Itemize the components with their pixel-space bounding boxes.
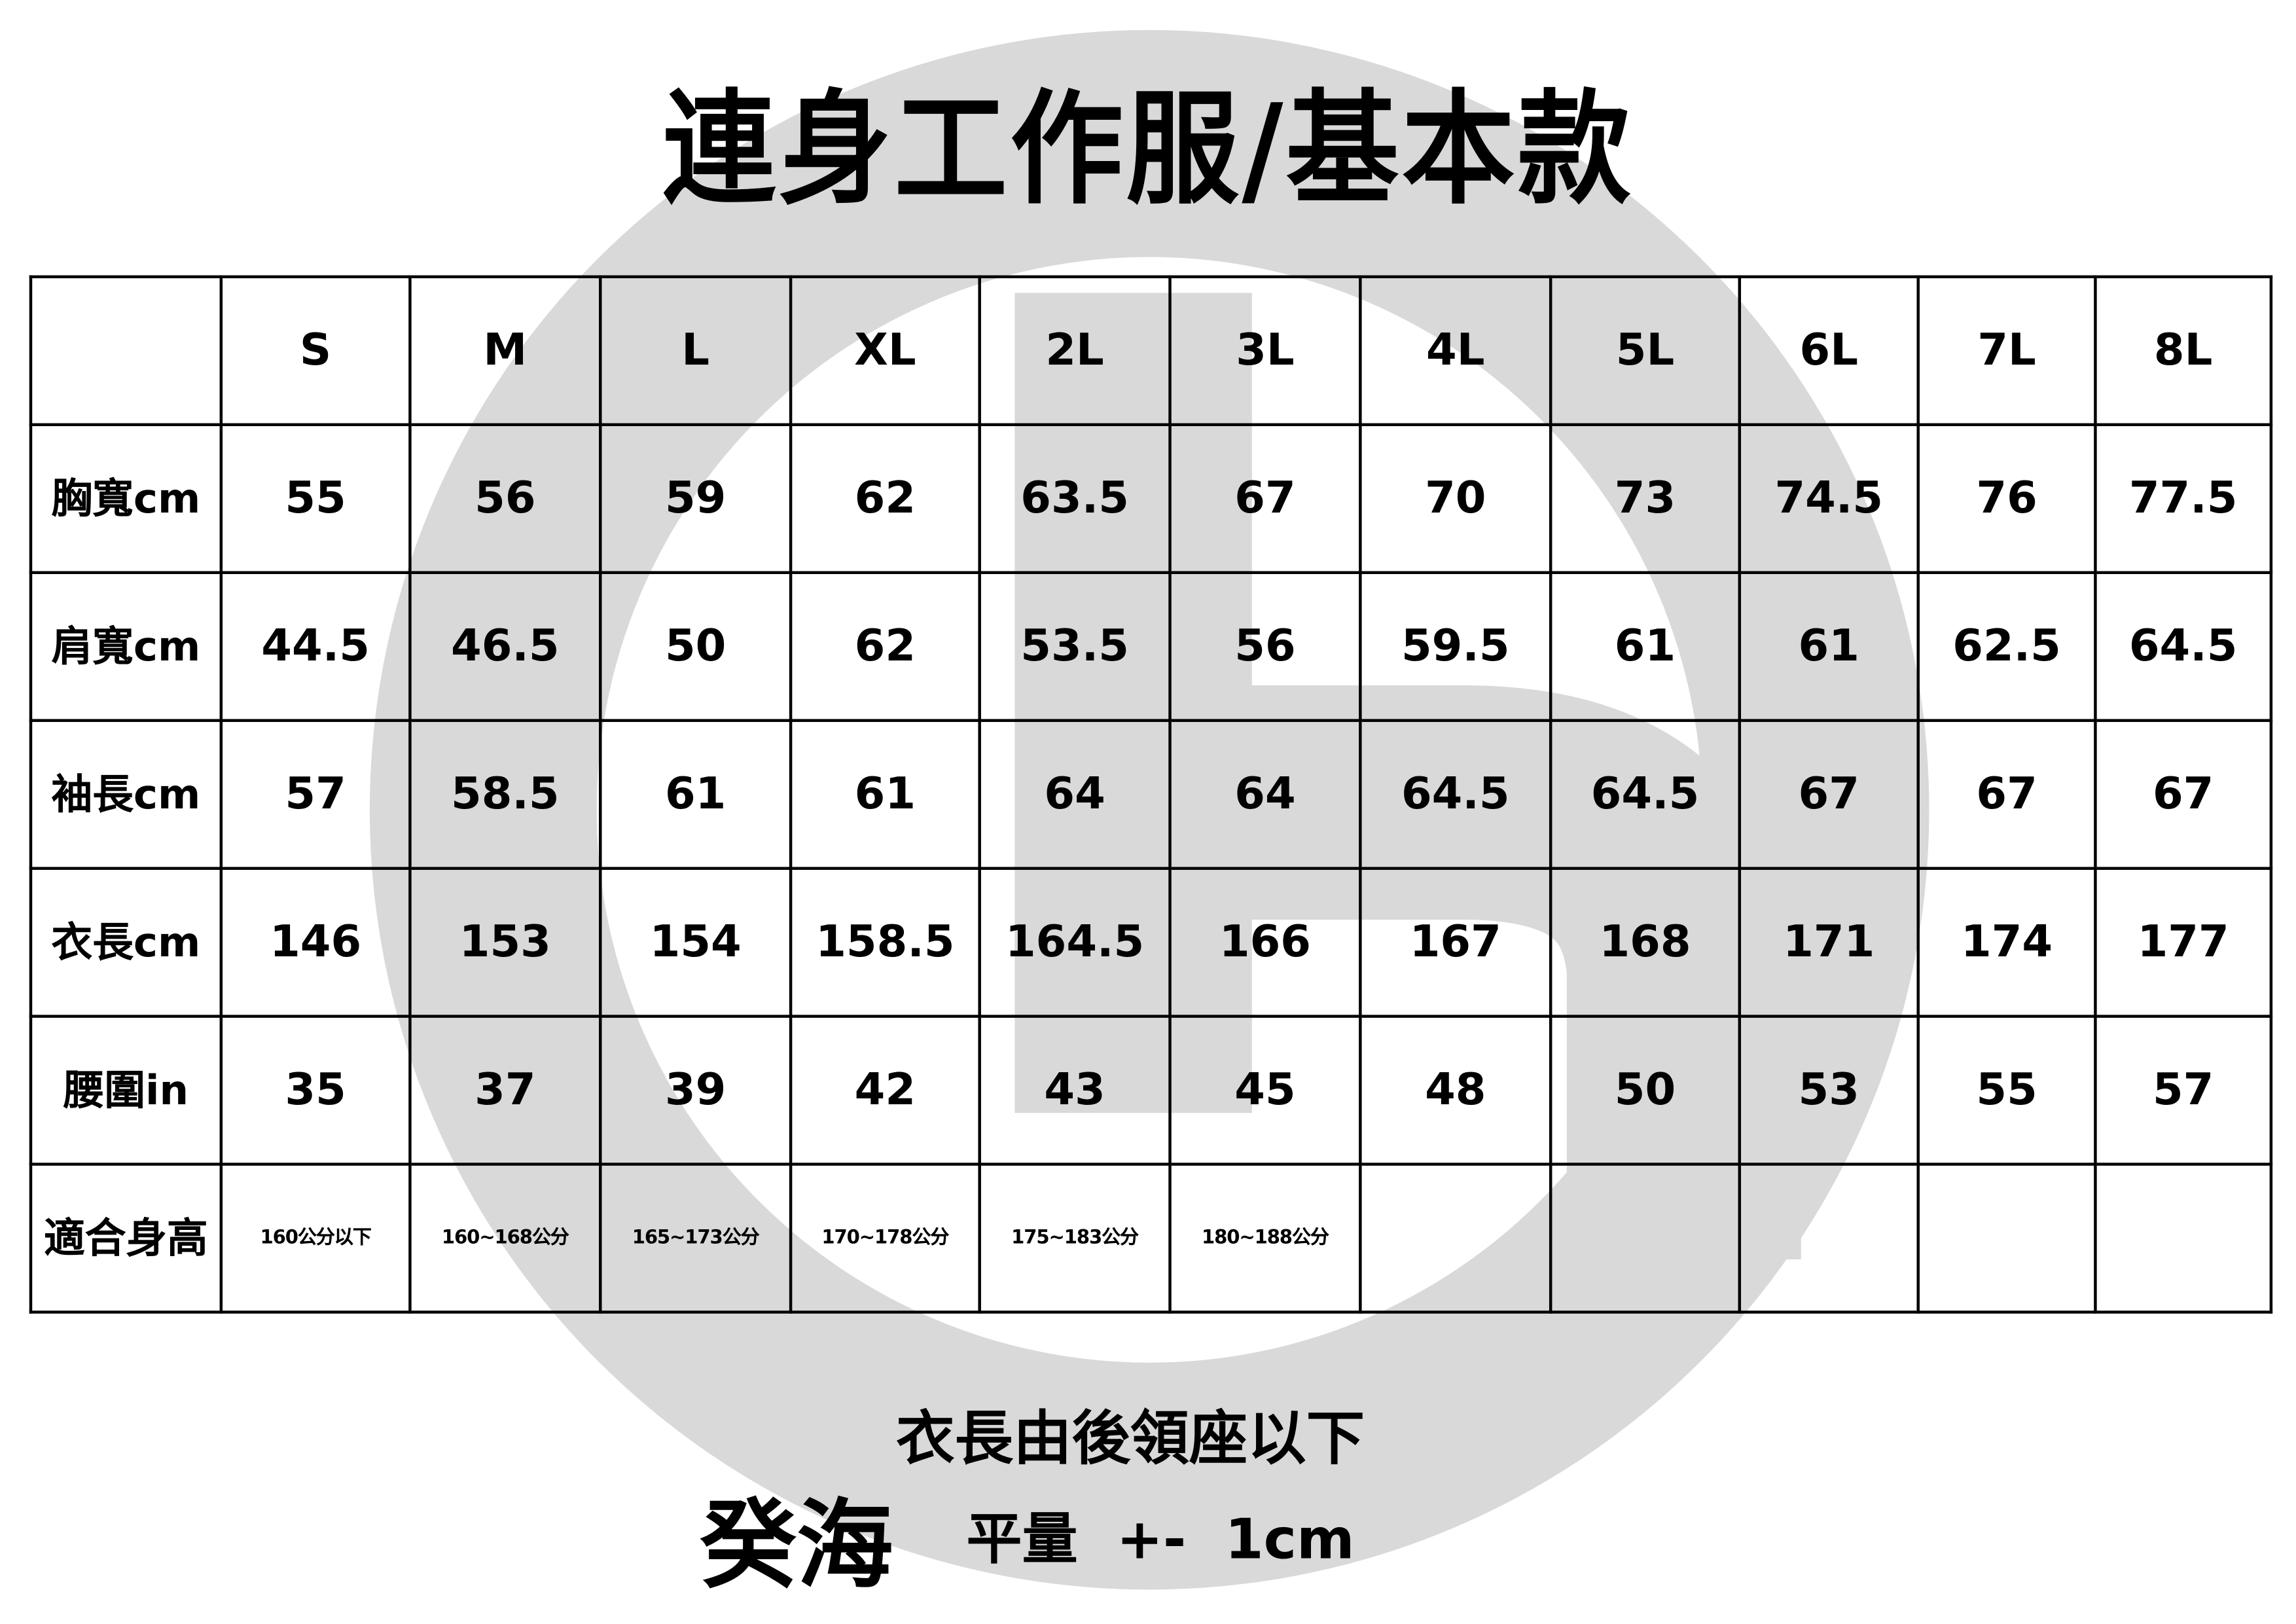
value-cell: 73 [1549,423,1742,574]
row-label-cell: 腰圍in [29,1015,223,1166]
header-row: S M L XL 2L 3L 4L 5L 6L 7L 8L [29,275,2273,427]
value-cell [1359,1163,1552,1314]
value-cell: 61 [789,719,981,870]
value-cell: 177 [2094,867,2273,1018]
length-note: 衣長由後領座以下 [896,1405,1365,1473]
value-cell: 164.5 [978,867,1172,1018]
value-cell: 64 [1168,719,1362,870]
value-cell: 57 [219,719,412,870]
value-cell: 67 [2094,719,2273,870]
size-header-cell: 7L [1916,275,2097,427]
value-cell: 67 [1168,423,1362,574]
value-cell: 171 [1738,867,1920,1018]
value-cell: 50 [1549,1015,1742,1166]
value-cell: 64.5 [1549,719,1742,870]
value-cell: 42 [789,1015,981,1166]
value-cell: 153 [408,867,602,1018]
value-cell: 64.5 [1359,719,1552,870]
value-cell: 74.5 [1738,423,1920,574]
size-header-cell: 5L [1549,275,1742,427]
value-cell: 53 [1738,1015,1920,1166]
size-header-cell: L [599,275,793,427]
value-cell: 45 [1168,1015,1362,1166]
value-cell: 35 [219,1015,412,1166]
value-cell: 37 [408,1015,602,1166]
value-cell: 64 [978,719,1172,870]
value-cell: 67 [1916,719,2097,870]
value-cell: 67 [1738,719,1920,870]
size-table: S M L XL 2L 3L 4L 5L 6L 7L 8L 胸寬cm 55 56 59 62 63.5 67 70 7… [29,275,2273,1314]
value-cell: 158.5 [789,867,981,1018]
value-cell [1916,1163,2097,1314]
value-cell: 77.5 [2094,423,2273,574]
value-cell: 146 [219,867,412,1018]
row-label-cell: 胸寬cm [29,423,223,574]
value-cell: 62 [789,423,981,574]
page-title: 連身工作服/基本款 [662,77,1634,221]
value-cell [1549,1163,1742,1314]
brand-name: 癸海 [700,1489,893,1602]
value-cell: 58.5 [408,719,602,870]
value-cell: 76 [1916,423,2097,574]
value-cell: 43 [978,1015,1172,1166]
value-cell: 53.5 [978,571,1172,722]
value-cell: 50 [599,571,793,722]
value-cell: 174 [1916,867,2097,1018]
value-cell: 170~178公分 [789,1163,981,1314]
value-cell: 59 [599,423,793,574]
value-cell: 61 [1738,571,1920,722]
value-cell: 64.5 [2094,571,2273,722]
value-cell: 165~173公分 [599,1163,793,1314]
value-cell: 55 [1916,1015,2097,1166]
value-cell: 39 [599,1015,793,1166]
value-cell: 57 [2094,1015,2273,1166]
table-row: 胸寬cm 55 56 59 62 63.5 67 70 73 74.5 76 77.5 [29,423,2273,574]
value-cell: 62 [789,571,981,722]
value-cell: 55 [219,423,412,574]
row-label-cell: 袖長cm [29,719,223,870]
row-label-cell: 適合身高 [29,1163,223,1314]
size-header-cell: S [219,275,412,427]
value-cell: 160~168公分 [408,1163,602,1314]
value-cell: 56 [408,423,602,574]
value-cell: 166 [1168,867,1362,1018]
value-cell [2094,1163,2273,1314]
size-header-cell: 4L [1359,275,1552,427]
value-cell: 175~183公分 [978,1163,1172,1314]
size-header-cell: 2L [978,275,1172,427]
size-header-cell: XL [789,275,981,427]
corner-cell [29,275,223,427]
row-label-cell: 衣長cm [29,867,223,1018]
value-cell: 61 [1549,571,1742,722]
value-cell: 44.5 [219,571,412,722]
value-cell: 154 [599,867,793,1018]
table-row: 適合身高 160公分以下 160~168公分 165~173公分 170~178公分 17… [29,1163,2273,1314]
row-label-cell: 肩寬cm [29,571,223,722]
value-cell: 48 [1359,1015,1552,1166]
table-row: 衣長cm 146 153 154 158.5 164.5 166 167 168 171 174 17… [29,867,2273,1018]
value-cell: 63.5 [978,423,1172,574]
measure-tolerance: 平量 +- 1cm [966,1507,1355,1572]
size-header-cell: M [408,275,602,427]
value-cell: 168 [1549,867,1742,1018]
value-cell: 61 [599,719,793,870]
size-header-cell: 3L [1168,275,1362,427]
table-row: 袖長cm 57 58.5 61 61 64 64 64.5 64.5 67 67 67 [29,719,2273,870]
size-header-cell: 8L [2094,275,2273,427]
table-row: 腰圍in 35 37 39 42 43 45 48 50 53 55 57 [29,1015,2273,1166]
size-header-cell: 6L [1738,275,1920,427]
value-cell: 167 [1359,867,1552,1018]
table-row: 肩寬cm 44.5 46.5 50 62 53.5 56 59.5 61 61 62.5 64.5 [29,571,2273,722]
value-cell: 180~188公分 [1168,1163,1362,1314]
value-cell [1738,1163,1920,1314]
value-cell: 62.5 [1916,571,2097,722]
value-cell: 70 [1359,423,1552,574]
value-cell: 56 [1168,571,1362,722]
value-cell: 160公分以下 [219,1163,412,1314]
value-cell: 46.5 [408,571,602,722]
value-cell: 59.5 [1359,571,1552,722]
